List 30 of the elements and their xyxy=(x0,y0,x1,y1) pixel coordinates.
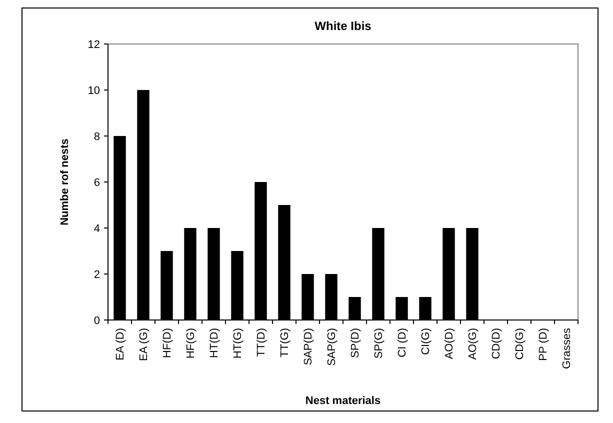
x-tick-label: SAP(D) xyxy=(302,328,315,366)
x-tick-label: CD(G) xyxy=(514,328,526,360)
y-tick-label: 4 xyxy=(94,222,100,235)
x-tick-label: CI (D) xyxy=(396,328,409,358)
x-tick-label: HT(D) xyxy=(208,328,221,358)
x-axis-title: Nest materials xyxy=(305,395,381,407)
y-tick-label: 6 xyxy=(94,176,100,189)
x-tick-label: EA (D) xyxy=(114,328,127,360)
x-tick-label: SP(G) xyxy=(373,328,386,359)
chart-title: White Ibis xyxy=(314,19,372,33)
x-tick-label: AO(D) xyxy=(444,328,456,360)
x-tick-label: HT(G) xyxy=(232,328,244,359)
x-tick-label: SAP(G) xyxy=(326,328,338,366)
x-tick-label: SP(D) xyxy=(350,328,362,358)
x-tick-label: AO(G) xyxy=(467,328,480,360)
x-tick-label: TT(G) xyxy=(279,328,292,358)
x-tick-label: TT(D) xyxy=(256,328,268,357)
x-tick-label: HF(D) xyxy=(162,328,174,358)
x-tick-label: HF(G) xyxy=(185,328,198,359)
x-tick-label: CI(G) xyxy=(420,328,432,355)
x-tick-label: CD(D) xyxy=(490,328,503,360)
x-tick-label: Grasses xyxy=(561,328,574,369)
y-tick-label: 10 xyxy=(88,84,100,97)
x-tick-label: PP (D) xyxy=(538,328,550,361)
y-tick-label: 0 xyxy=(94,314,100,327)
y-tick-label: 12 xyxy=(88,38,100,51)
y-tick-label: 8 xyxy=(94,130,100,143)
y-axis-title: Numbe rof nests xyxy=(59,138,71,226)
y-tick-label: 2 xyxy=(94,268,100,281)
x-tick-label: EA (G) xyxy=(138,328,150,362)
